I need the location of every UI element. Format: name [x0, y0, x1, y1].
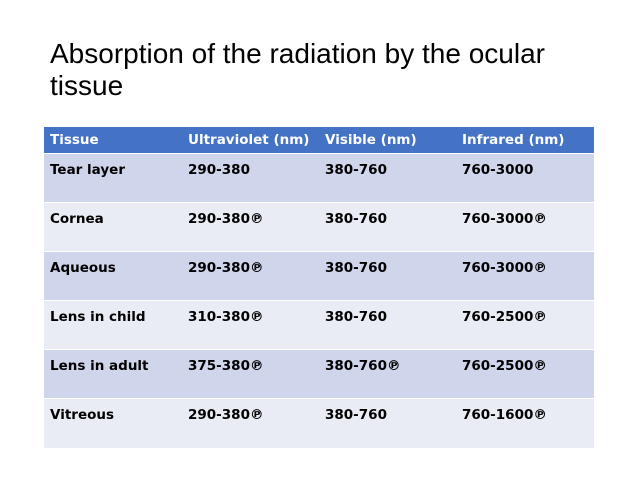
table-cell: Lens in child [44, 300, 182, 350]
table-row: Tear layer 290-380 380-760 760-3000 [44, 153, 594, 203]
table-cell: 380-760 [319, 153, 456, 203]
table-cell: Cornea [44, 202, 182, 252]
header-cell: Ultraviolet (nm) [182, 127, 319, 154]
table-cell: Lens in adult [44, 349, 182, 399]
table-cell: 380-760 [319, 398, 456, 448]
table-cell: 290-380℗ [182, 202, 319, 252]
table-cell: 760-2500℗ [456, 300, 594, 350]
table-cell: 290-380 [182, 153, 319, 203]
table-row: Cornea 290-380℗ 380-760 760-3000℗ [44, 202, 594, 252]
header-cell: Visible (nm) [319, 127, 456, 154]
table-cell: Aqueous [44, 251, 182, 301]
table-cell: 760-3000℗ [456, 202, 594, 252]
header-cell: Tissue [44, 127, 182, 154]
table-cell: 760-3000 [456, 153, 594, 203]
table-cell: Tear layer [44, 153, 182, 203]
table-cell: 760-1600℗ [456, 398, 594, 448]
table-cell: 310-380℗ [182, 300, 319, 350]
table-cell: 760-3000℗ [456, 251, 594, 301]
table-row: Vitreous 290-380℗ 380-760 760-1600℗ [44, 398, 594, 448]
header-row: Tissue Ultraviolet (nm) Visible (nm) Infrar… [44, 127, 594, 154]
table-cell: 380-760 [319, 202, 456, 252]
table-row: Aqueous 290-380℗ 380-760 760-3000℗ [44, 251, 594, 301]
table-cell: 380-760 [319, 300, 456, 350]
table-cell: 375-380℗ [182, 349, 319, 399]
table-row: Lens in child 310-380℗ 380-760 760-2500℗ [44, 300, 594, 350]
data-table: Tissue Ultraviolet (nm) Visible (nm) Infrar… [44, 127, 594, 448]
table-cell: 380-760 [319, 251, 456, 301]
table-cell: Vitreous [44, 398, 182, 448]
header-cell: Infrared (nm) [456, 127, 594, 154]
table-cell: 380-760℗ [319, 349, 456, 399]
slide-title: Absorption of the radiation by the ocula… [50, 38, 545, 101]
table-cell: 290-380℗ [182, 251, 319, 301]
table-cell: 760-2500℗ [456, 349, 594, 399]
table-cell: 290-380℗ [182, 398, 319, 448]
table-row: Lens in adult 375-380℗ 380-760℗ 760-2500℗ [44, 349, 594, 399]
